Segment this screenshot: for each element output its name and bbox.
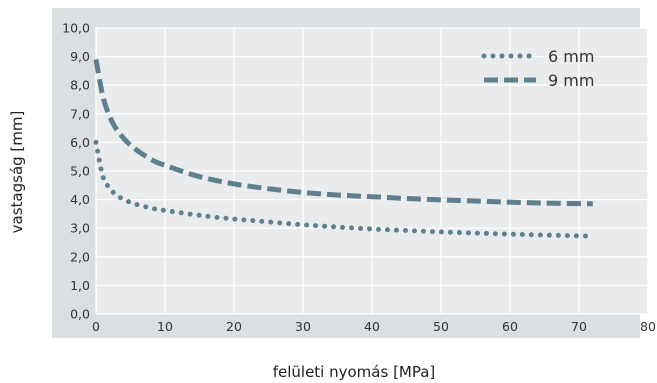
y-tick-label: 1,0 — [70, 278, 90, 293]
y-tick-label: 8,0 — [70, 78, 90, 93]
x-tick-label: 0 — [92, 319, 100, 334]
series-line-9mm — [93, 59, 593, 207]
x-tick-label: 70 — [571, 319, 587, 334]
y-tick-label: 2,0 — [70, 249, 90, 264]
y-tick-label: 9,0 — [70, 49, 90, 64]
x-tick-label: 20 — [226, 319, 242, 334]
legend: 6 mm 9 mm — [481, 47, 594, 90]
series-line-6mm — [93, 139, 596, 239]
x-tick-label: 40 — [364, 319, 380, 334]
y-axis-label: vastagság [mm] — [8, 111, 26, 234]
y-tick-labels: 0,0 1,0 2,0 3,0 4,0 5,0 6,0 7,0 8,0 9,0 10,0 — [62, 21, 90, 322]
y-tick-label: 7,0 — [70, 106, 90, 121]
series-layer — [93, 59, 596, 239]
y-tick-label: 0,0 — [70, 307, 90, 322]
y-tick-label: 10,0 — [62, 21, 90, 36]
x-tick-label: 50 — [433, 319, 449, 334]
y-tick-label: 5,0 — [70, 164, 90, 179]
y-tick-label: 3,0 — [70, 221, 90, 236]
x-tick-label: 60 — [502, 319, 518, 334]
y-tick-label: 6,0 — [70, 135, 90, 150]
y-tick-label: 4,0 — [70, 192, 90, 207]
legend-label: 9 mm — [548, 71, 594, 90]
x-tick-label: 30 — [295, 319, 311, 334]
x-tick-label: 80 — [640, 319, 656, 334]
x-axis-label: felületi nyomás [MPa] — [273, 363, 436, 381]
x-tick-label: 10 — [157, 319, 173, 334]
x-tick-labels: 0 10 20 30 40 50 60 70 80 — [92, 319, 656, 334]
legend-label: 6 mm — [548, 47, 594, 66]
grid — [95, 27, 649, 315]
